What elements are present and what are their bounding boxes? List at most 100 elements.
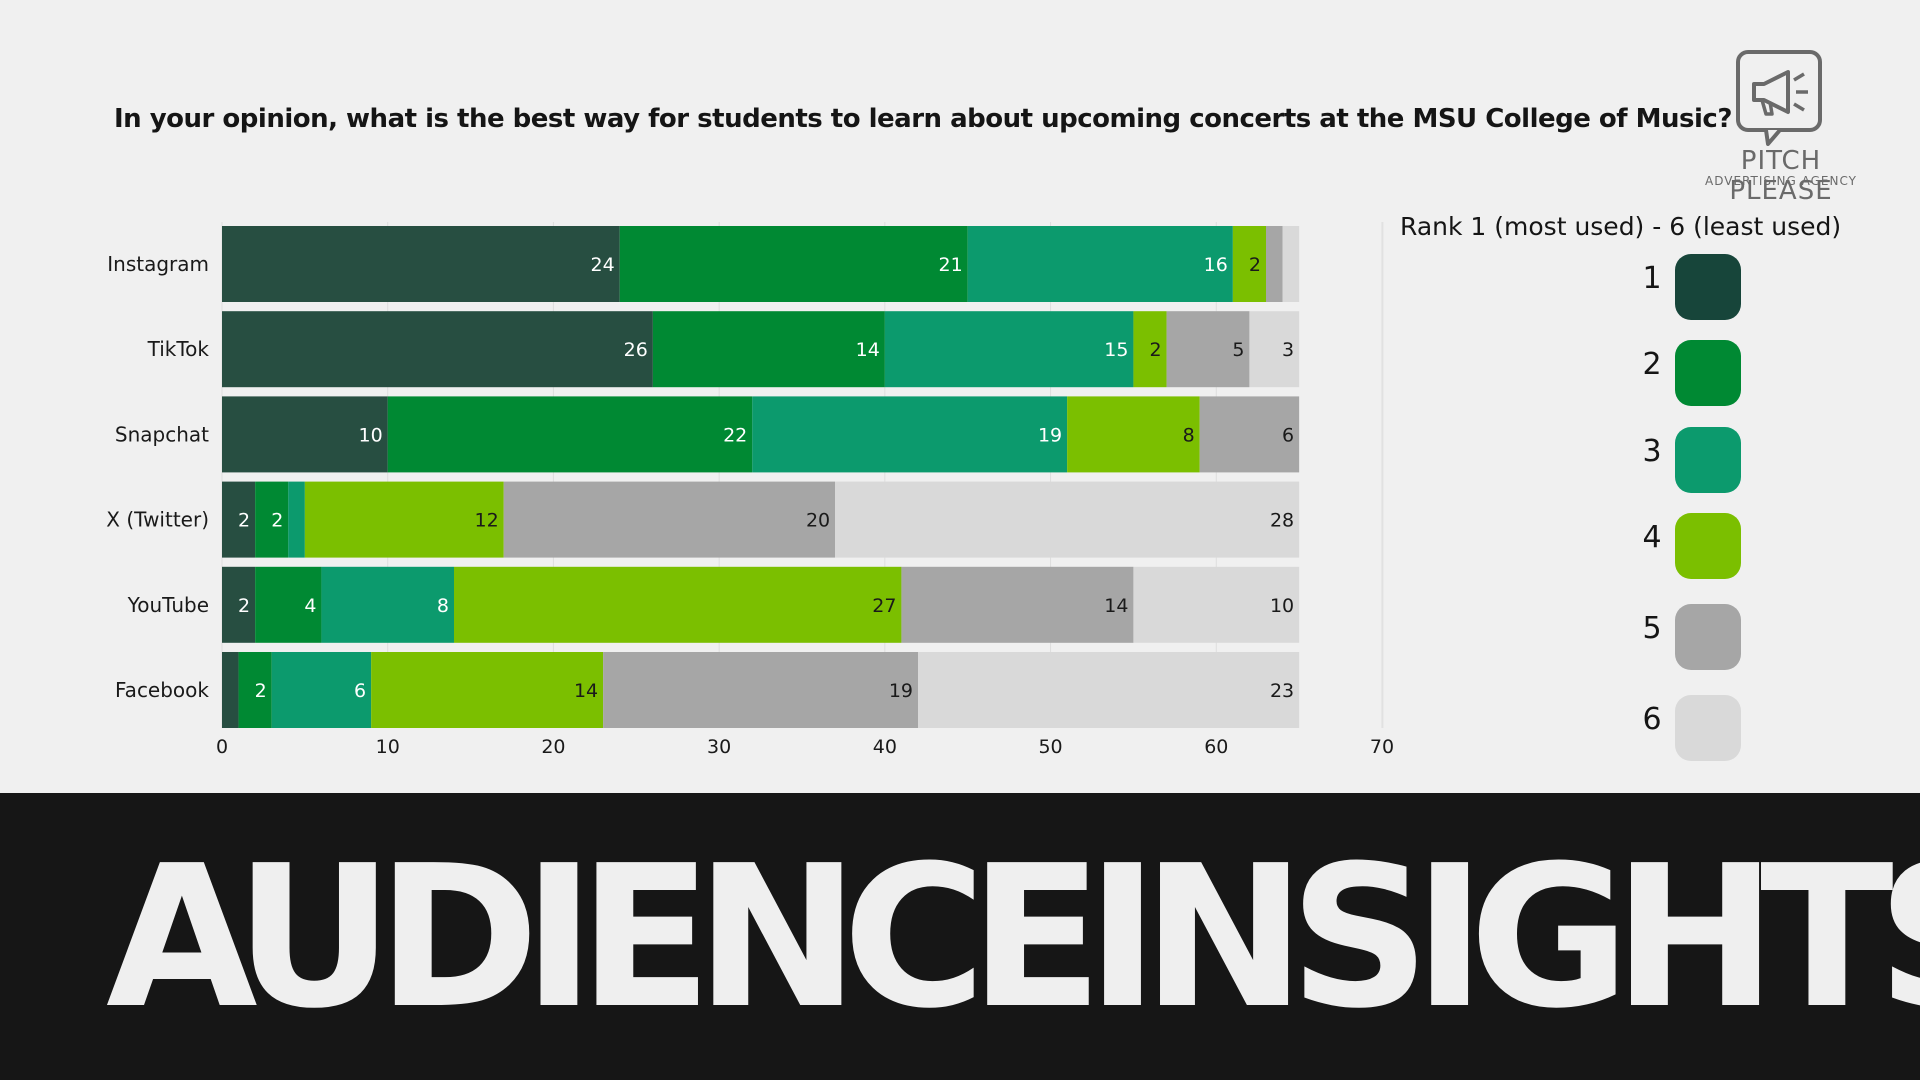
data-label: 10 <box>1270 595 1294 617</box>
data-label: 27 <box>872 595 896 617</box>
bar-segment <box>967 226 1233 302</box>
legend-swatch <box>1675 695 1741 761</box>
bar-segment <box>1199 396 1300 473</box>
data-label: 6 <box>354 680 366 702</box>
data-label: 26 <box>624 339 648 361</box>
bar-segment <box>1266 226 1283 302</box>
bar-segment <box>884 311 1134 388</box>
data-label: 2 <box>1249 254 1261 276</box>
chart-title: In your opinion, what is the best way fo… <box>114 104 1732 134</box>
bar-segment <box>454 566 902 643</box>
x-tick-label: 60 <box>1204 736 1228 758</box>
bar-segment <box>222 652 239 728</box>
legend-swatch <box>1675 427 1741 493</box>
bar-segment <box>222 396 388 473</box>
data-label: 24 <box>591 254 615 276</box>
x-tick-label: 30 <box>707 736 731 758</box>
data-label: 3 <box>1282 339 1294 361</box>
bar-segment <box>321 566 454 643</box>
bar-segment <box>918 652 1300 728</box>
x-tick-label: 0 <box>216 736 228 758</box>
bar-segment <box>222 566 256 643</box>
data-label: 6 <box>1282 424 1294 446</box>
data-label: 8 <box>1183 424 1195 446</box>
banner-headline: AUDIENCEINSIGHTS <box>106 824 1920 1052</box>
data-label: 28 <box>1270 510 1294 532</box>
data-label: 12 <box>475 510 499 532</box>
bar-segment <box>255 566 322 643</box>
data-label: 10 <box>359 424 383 446</box>
legend-rank-label: 6 <box>1642 702 1661 737</box>
data-label: 2 <box>238 510 250 532</box>
megaphone-speech-bubble-icon <box>1736 50 1822 146</box>
data-label: 15 <box>1104 339 1128 361</box>
bar-segment <box>835 481 1300 558</box>
bar-segment <box>255 481 289 558</box>
bar-segment <box>1133 311 1167 388</box>
data-label: 14 <box>856 339 880 361</box>
bar-segment <box>1166 311 1250 388</box>
x-tick-label: 40 <box>873 736 897 758</box>
data-label: 5 <box>1232 339 1244 361</box>
x-tick-label: 50 <box>1038 736 1062 758</box>
data-label: 2 <box>255 680 267 702</box>
legend-rank-label: 4 <box>1642 520 1661 555</box>
bar-segment <box>238 652 272 728</box>
data-label: 16 <box>1204 254 1228 276</box>
data-label: 19 <box>1038 424 1062 446</box>
data-label: 2 <box>1149 339 1161 361</box>
legend-swatch <box>1675 254 1741 320</box>
bar-segment <box>1282 226 1300 302</box>
bar-segment <box>1249 311 1300 388</box>
banner <box>0 793 1920 1080</box>
data-label: 22 <box>723 424 747 446</box>
data-label: 4 <box>304 595 316 617</box>
data-label: 19 <box>889 680 913 702</box>
category-label: Instagram <box>107 252 209 276</box>
legend-swatch <box>1675 604 1741 670</box>
bar-segment <box>222 311 653 388</box>
bar-segment <box>752 396 1068 473</box>
bar-segment <box>652 311 885 388</box>
logo-name: PITCH PLEASE <box>1729 146 1833 206</box>
legend-rank-label: 5 <box>1642 611 1661 646</box>
bar-segment <box>619 226 968 302</box>
data-label: 2 <box>271 510 283 532</box>
data-label: 2 <box>238 595 250 617</box>
x-tick-label: 10 <box>376 736 400 758</box>
legend-rank-label: 3 <box>1642 434 1661 469</box>
bar-segment <box>371 652 604 728</box>
x-tick-label: 70 <box>1370 736 1394 758</box>
bar-segment <box>222 481 256 558</box>
data-label: 8 <box>437 595 449 617</box>
category-label: Facebook <box>115 678 209 702</box>
legend-title: Rank 1 (most used) - 6 (least used) <box>1400 212 1842 241</box>
bar-segment <box>271 652 372 728</box>
bar-segment <box>901 566 1134 643</box>
bar-segment <box>288 481 305 558</box>
category-label: Snapchat <box>115 422 209 446</box>
data-label: 23 <box>1270 680 1294 702</box>
logo-tagline: ADVERTISING AGENCY <box>1705 174 1857 188</box>
category-label: X (Twitter) <box>106 508 209 532</box>
data-label: 14 <box>1104 595 1128 617</box>
legend-swatch <box>1675 340 1741 406</box>
legend-rank-label: 2 <box>1642 347 1661 382</box>
data-label: 14 <box>574 680 598 702</box>
bar-segment <box>1067 396 1200 473</box>
data-label: 21 <box>939 254 963 276</box>
x-tick-label: 20 <box>541 736 565 758</box>
bar-segment <box>304 481 504 558</box>
bar-segment <box>603 652 918 728</box>
bar-segment <box>503 481 836 558</box>
category-label: TikTok <box>147 337 210 361</box>
bar-segment <box>222 226 620 302</box>
category-label: YouTube <box>127 593 209 617</box>
bar-segment <box>387 396 753 473</box>
data-label: 20 <box>806 510 830 532</box>
bar-segment <box>1133 566 1300 643</box>
bar-segment <box>1232 226 1266 302</box>
legend-swatch <box>1675 513 1741 579</box>
legend-rank-label: 1 <box>1642 261 1661 296</box>
